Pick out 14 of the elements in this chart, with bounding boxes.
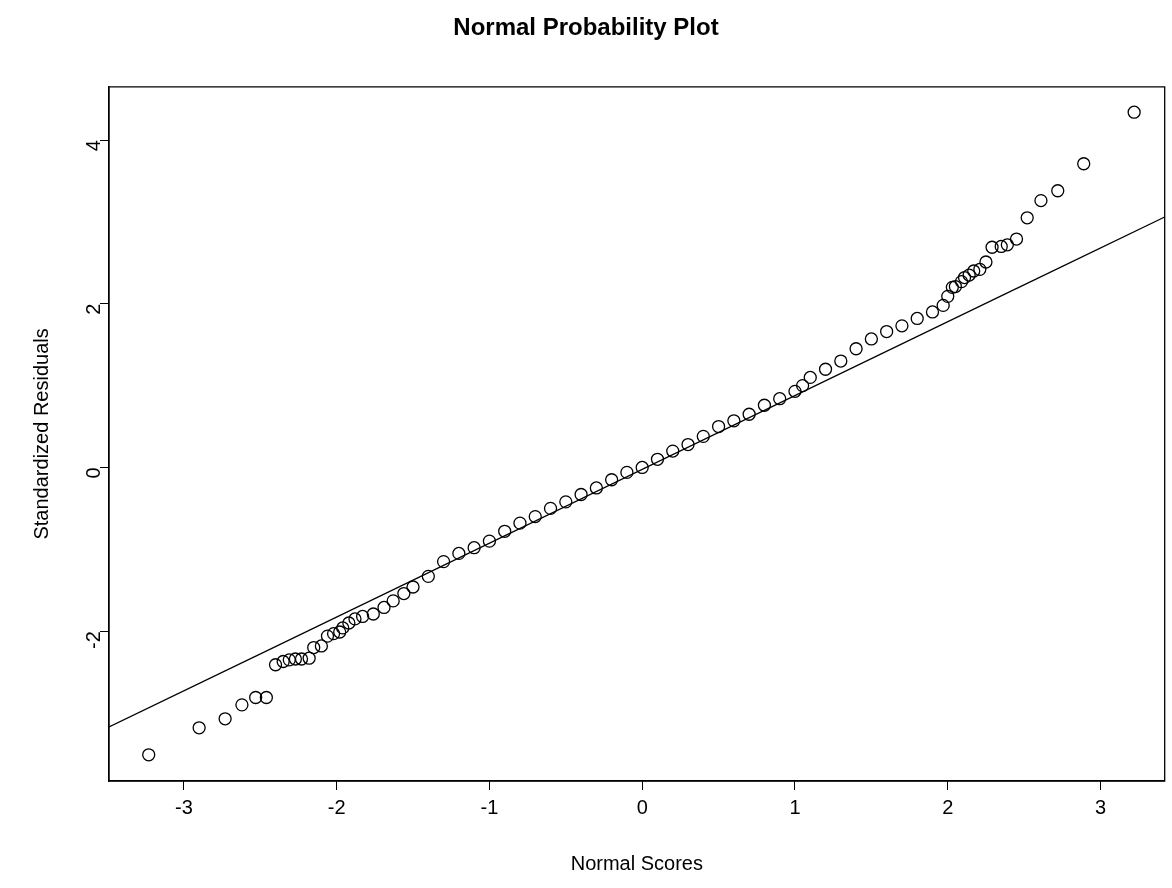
- y-tick-label: 4: [81, 140, 104, 152]
- y-tick-label: 0: [81, 467, 104, 479]
- x-axis-title: Normal Scores: [570, 851, 703, 874]
- x-tick-label: -3: [174, 795, 193, 818]
- x-tick-label: 1: [789, 795, 801, 818]
- chart-title: Normal Probability Plot: [453, 13, 719, 41]
- y-axis-title: Standardized Residuals: [29, 328, 52, 540]
- x-tick-label: -1: [480, 795, 499, 818]
- y-tick-label: 2: [81, 303, 104, 315]
- y-tick-label: -2: [81, 631, 104, 649]
- x-tick-label: 3: [1094, 795, 1107, 818]
- x-tick-label: 0: [636, 795, 648, 818]
- x-tick-label: 2: [942, 795, 954, 818]
- x-tick-label: -2: [327, 795, 346, 818]
